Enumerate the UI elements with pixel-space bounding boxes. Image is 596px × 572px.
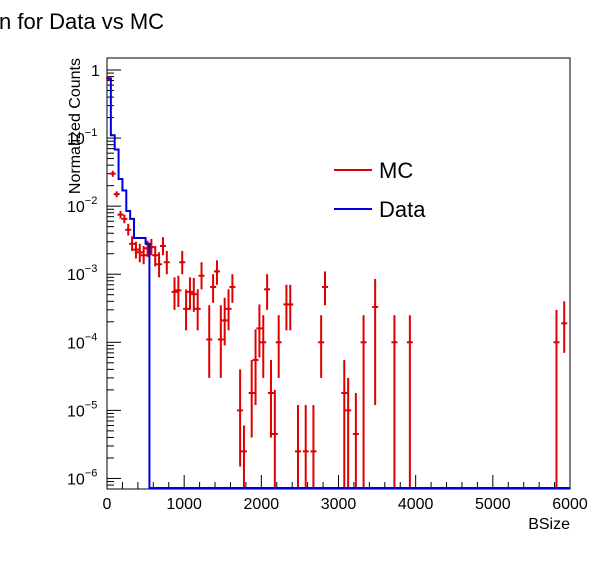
mc-point [345, 377, 352, 489]
data-series [107, 77, 570, 489]
chart-title: n for Data vs MC [0, 9, 164, 34]
y-axis: 1 10−1 10−2 10−3 10−4 10−5 10−6 [67, 63, 121, 490]
y-tick-label: 10−1 [67, 127, 97, 148]
legend-data-label: Data [379, 197, 426, 222]
x-tick-label: 3000 [321, 496, 357, 513]
y-tick-label: 10−3 [67, 263, 97, 284]
mc-point [283, 284, 290, 331]
mc-point [321, 271, 328, 306]
mc-point [125, 223, 132, 236]
mc-point [113, 191, 120, 198]
mc-point [179, 250, 186, 275]
mc-point [310, 404, 317, 489]
legend: MC Data [334, 158, 426, 222]
mc-point [171, 277, 178, 310]
mc-point [186, 277, 193, 310]
mc-point [240, 425, 247, 489]
mc-point [221, 297, 228, 346]
y-axis-title: Normalized Counts [67, 58, 84, 194]
x-tick-label: 0 [103, 496, 112, 513]
y-tick-label: 10−6 [67, 467, 97, 488]
mc-point [136, 243, 143, 263]
mc-point [264, 274, 271, 310]
mc-point [190, 278, 197, 312]
mc-point [152, 245, 159, 267]
x-axis-title: BSize [528, 516, 570, 533]
mc-point [248, 359, 255, 438]
mc-point [159, 237, 166, 256]
mc-point [341, 359, 348, 489]
legend-mc-label: MC [379, 158, 413, 183]
y-tick-label: 1 [91, 63, 100, 80]
x-tick-label: 5000 [475, 496, 511, 513]
mc-point [163, 250, 170, 275]
mc-point [260, 315, 267, 378]
mc-point [294, 404, 301, 489]
x-tick-label: 6000 [552, 496, 588, 513]
mc-point [129, 236, 136, 251]
mc-point [271, 389, 278, 489]
mc-point [553, 309, 560, 489]
mc-point [318, 315, 325, 378]
mc-point [275, 315, 282, 378]
mc-point [198, 262, 205, 290]
y-tick-label: 10−2 [67, 195, 97, 216]
mc-point [194, 289, 201, 331]
mc-point [372, 279, 379, 405]
x-tick-label: 1000 [166, 496, 202, 513]
mc-point [302, 404, 309, 489]
mc-point [267, 359, 274, 438]
mc-point [360, 315, 367, 489]
mc-point [175, 275, 182, 307]
mc-point [352, 392, 359, 489]
mc-point [252, 329, 259, 405]
mc-point [132, 241, 139, 259]
mc-point [210, 274, 217, 303]
mc-point [406, 315, 413, 489]
mc-point [237, 369, 244, 467]
plot-frame [106, 57, 571, 490]
data-histogram-line [107, 77, 570, 489]
mc-point [217, 305, 224, 378]
mc-point [183, 289, 190, 331]
mc-point [117, 210, 124, 219]
mc-point [561, 301, 568, 353]
mc-point [256, 304, 263, 358]
mc-point [121, 214, 128, 224]
mc-point [156, 252, 163, 278]
y-tick-label: 10−5 [67, 399, 97, 420]
mc-point [391, 315, 398, 489]
mc-point [206, 305, 213, 378]
mc-series [105, 76, 568, 489]
mc-point [213, 260, 220, 285]
mc-point [109, 170, 116, 177]
y-tick-label: 10−4 [67, 331, 97, 352]
x-axis: 0 1000 2000 3000 4000 5000 6000 [103, 475, 588, 513]
mc-point [140, 245, 147, 265]
mc-point [287, 284, 294, 331]
mc-point [225, 289, 232, 331]
mc-point [229, 274, 236, 303]
x-tick-label: 4000 [398, 496, 434, 513]
x-tick-label: 2000 [244, 496, 280, 513]
